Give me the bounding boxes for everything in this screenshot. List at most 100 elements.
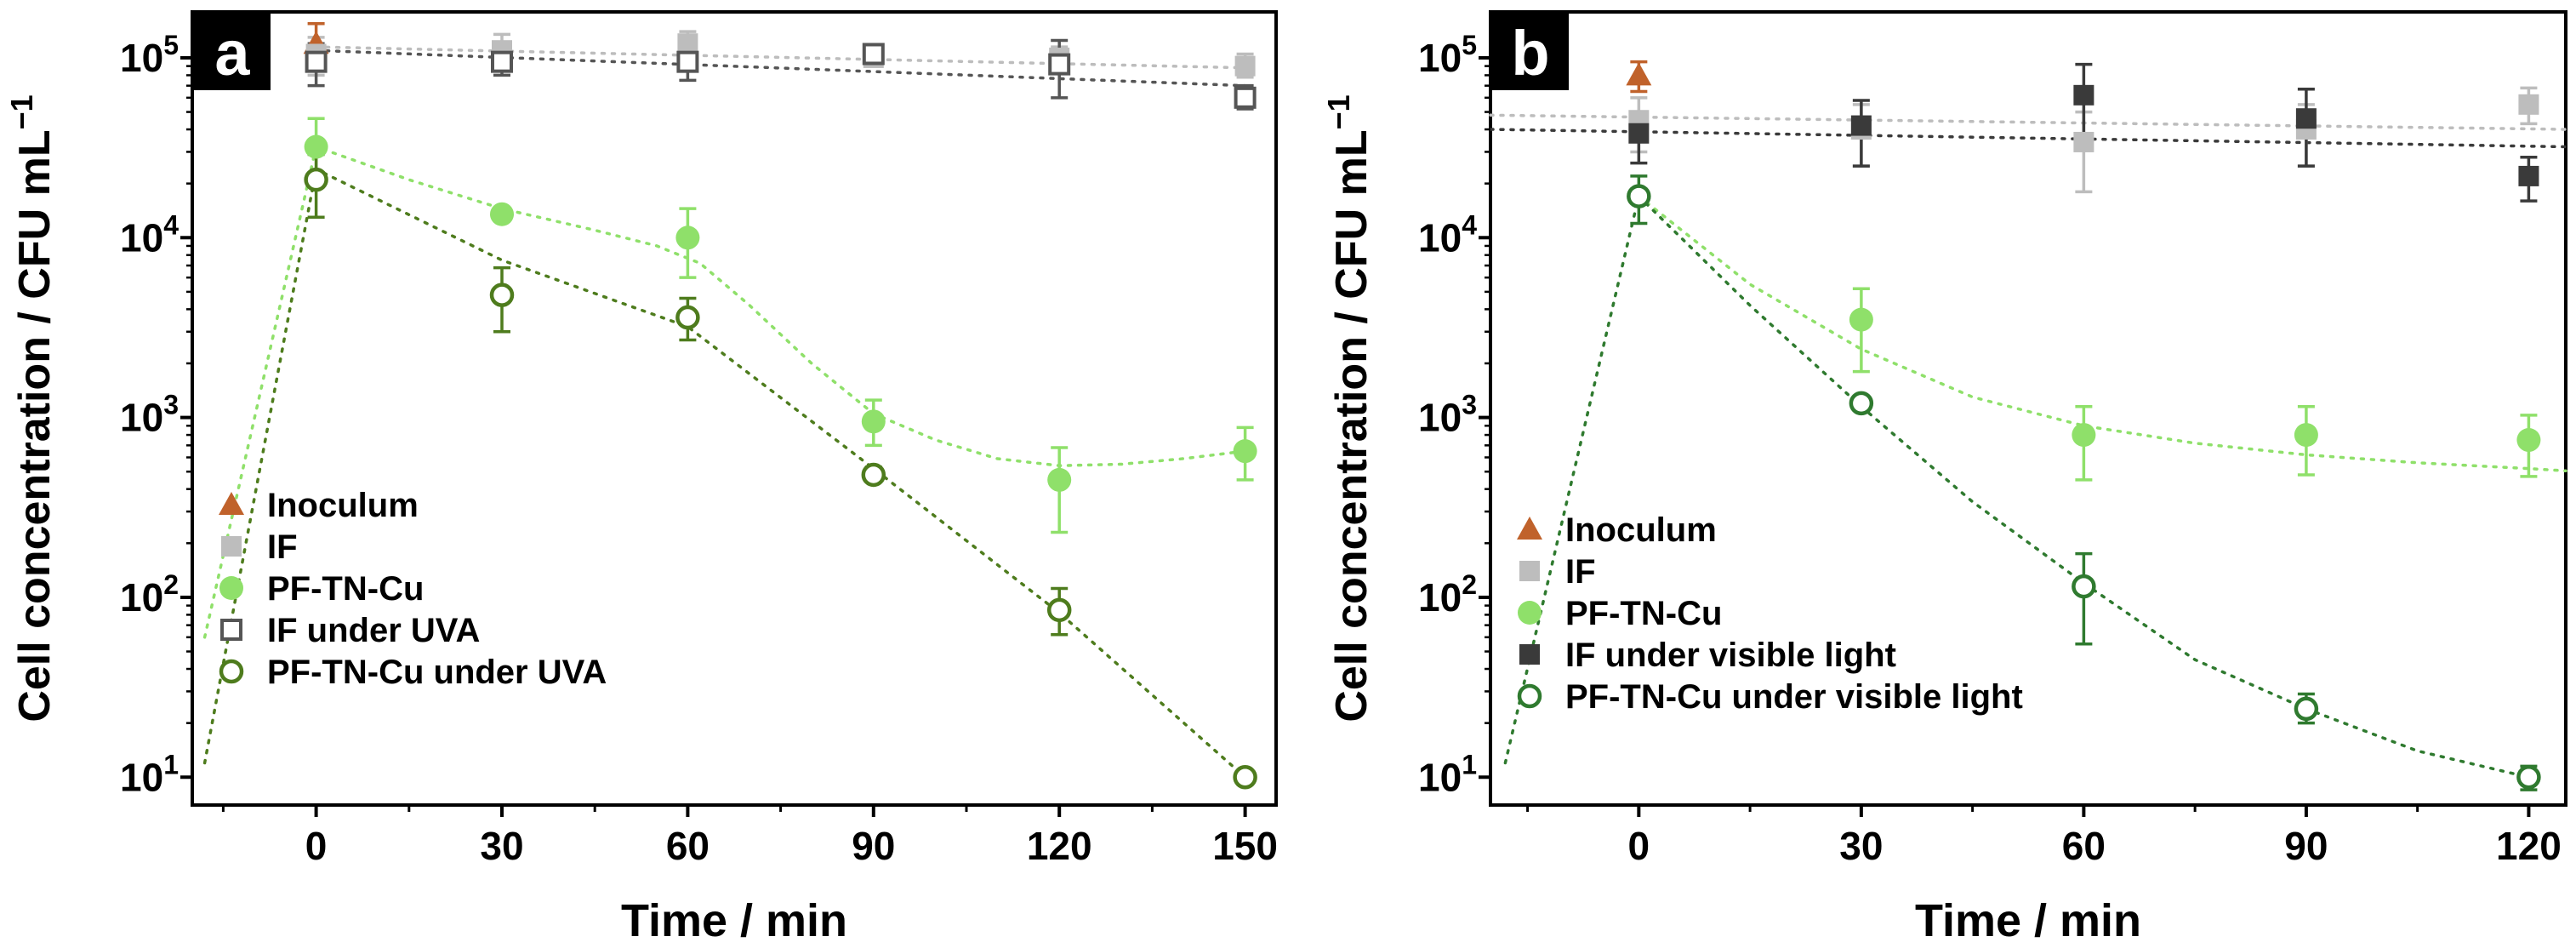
panel-a-point-pf-tn-cu-under-uva	[1046, 597, 1072, 623]
panel-a-x-tick-label: 0	[305, 824, 328, 868]
panel-a-point-pf-tn-cu-under-uva	[861, 462, 886, 488]
panel-b-y-tick-label: 104	[1418, 209, 1477, 260]
panel-b-y-tick-label: 103	[1418, 390, 1477, 440]
panel-a-y-axis-title-sup: −1	[4, 94, 39, 129]
panel-a-y-tick-label: 101	[120, 749, 179, 799]
panel-a-fit-if	[314, 45, 1247, 70]
panel-b-y-tick-label: 101	[1418, 749, 1477, 799]
panel-b-fit-pf-tn-cu-under-visible-light	[1503, 193, 2531, 780]
panel-b-legend-label-pf-tn-cu: PF-TN-Cu	[1565, 595, 1722, 632]
panel-a-y-tick-label: 102	[120, 569, 179, 620]
panel-a-point-pf-tn-cu-under-uva	[304, 167, 328, 192]
panel-b-label: b	[1511, 18, 1549, 89]
panel-a-point-pf-tn-cu-under-uva	[489, 283, 515, 307]
panel-b-y-tick-label: 105	[1418, 30, 1477, 80]
panel-b-label-box	[1492, 14, 1569, 90]
panel-a-y-axis-title: Cell concentration / CFU mL−1	[4, 94, 60, 722]
panel-a-plot-frame	[191, 10, 1278, 807]
panel-a-y-tick-label: 105	[120, 30, 179, 80]
panel-a-point-if-under-uva	[1234, 86, 1257, 109]
panel-a-legend-marker-if-under-uva	[220, 619, 242, 641]
panel-a-point-if-under-uva	[491, 50, 513, 73]
panel-a-point-pf-tn-cu	[490, 202, 514, 226]
panel-b-y-axis-title-main: Cell concentration / CFU mL	[1327, 129, 1376, 722]
panel-b-legend-marker-pf-tn-cu	[1518, 601, 1542, 625]
panel-a-point-pf-tn-cu	[675, 226, 700, 250]
panel-b-plot-frame	[1489, 10, 2567, 807]
panel-a-legend-label-pf-tn-cu-under-uva: PF-TN-Cu under UVA	[267, 654, 607, 691]
panel-a-fit-pf-tn-cu	[202, 145, 1247, 639]
panel-a-legend-label-pf-tn-cu: PF-TN-Cu	[267, 570, 424, 608]
panel-b-point-pf-tn-cu	[2072, 423, 2096, 448]
panel-b-x-tick-label: 90	[2284, 824, 2328, 868]
panel-b-y-tick-label: 102	[1418, 569, 1477, 620]
panel-a-label: a	[214, 18, 250, 89]
panel-a-point-if-under-uva	[1048, 53, 1071, 76]
panel-a-label-box	[194, 14, 271, 90]
panel-b-point-pf-tn-cu	[2294, 423, 2318, 448]
panel-b-point-pf-tn-cu	[1849, 307, 1873, 332]
panel-a-x-tick-label: 60	[666, 824, 710, 868]
panel-a-fit-if-under-uva	[314, 49, 1247, 88]
panel-a-point-pf-tn-cu	[861, 409, 886, 434]
panel-a-legend-label-inoculum: Inoculum	[267, 487, 419, 524]
panel-b-point-if	[2073, 131, 2094, 152]
panel-a-y-tick-label: 104	[120, 209, 179, 260]
panel-a: a 0 30 60 90 120 150 101 102 103 104 105 Inoculum I…	[4, 10, 1278, 946]
panel-b-point-if-under-visible-light	[2295, 108, 2317, 129]
panel-b-legend-label-inoculum: Inoculum	[1565, 511, 1717, 549]
panel-b-x-tick-label: 30	[1839, 824, 1883, 868]
panel-b-point-inoculum	[1626, 62, 1652, 86]
panel-a-x-axis-title: Time / min	[621, 895, 847, 946]
panel-b-legend-label-if: IF	[1565, 553, 1596, 591]
panel-a-legend-marker-pf-tn-cu	[219, 576, 243, 600]
panel-b-point-if-under-visible-light	[2073, 84, 2094, 106]
panel-b-point-pf-tn-cu-under-visible-light	[2072, 574, 2096, 599]
panel-b-y-axis-title: Cell concentration / CFU mL−1	[1321, 94, 1376, 722]
panel-b-point-pf-tn-cu-under-visible-light	[2516, 765, 2541, 790]
panel-b-point-pf-tn-cu-under-visible-light	[1627, 184, 1651, 208]
panel-a-x-tick-label: 120	[1027, 824, 1092, 868]
panel-b-legend-marker-if	[1519, 561, 1540, 581]
panel-a-point-if-under-uva	[676, 50, 699, 73]
panel-b-legend-label-if-under-visible-light: IF under visible light	[1565, 637, 1896, 674]
panel-b-x-axis-title: Time / min	[1915, 895, 2141, 946]
panel-b-point-if-under-visible-light	[1628, 123, 1650, 144]
panel-b: b 0 30 60 90 120 101 102 103 104 105 Inoculum IF PF…	[1321, 10, 2567, 946]
panel-b-legend-marker-pf-tn-cu-under-visible-light	[1517, 683, 1542, 709]
panel-a-legend-label-if-under-uva: IF under UVA	[267, 612, 480, 649]
panel-b-fit-if-under-visible-light	[1489, 128, 2567, 149]
panel-a-x-tick-label: 30	[480, 824, 523, 868]
panel-a-point-pf-tn-cu	[304, 134, 328, 159]
panel-b-point-pf-tn-cu	[2516, 428, 2541, 453]
panel-a-point-if-under-uva	[305, 50, 328, 73]
panel-a-point-pf-tn-cu-under-uva	[675, 305, 700, 330]
panel-a-legend-marker-if	[221, 536, 242, 557]
panel-a-legend-label-if: IF	[267, 528, 298, 566]
panel-b-x-tick-label: 0	[1628, 824, 1650, 868]
panel-b-y-axis-title-sup: −1	[1321, 94, 1356, 129]
panel-a-point-pf-tn-cu-under-uva	[1233, 765, 1257, 790]
panel-b-point-pf-tn-cu-under-visible-light	[2294, 696, 2319, 722]
panel-b-legend-label-pf-tn-cu-under-visible-light: PF-TN-Cu under visible light	[1565, 678, 2023, 716]
panel-a-legend-marker-inoculum	[219, 492, 244, 515]
panel-a-legend-marker-pf-tn-cu-under-uva	[219, 659, 244, 684]
panel-a-point-if	[677, 33, 698, 54]
panel-a-point-if	[1234, 55, 1256, 77]
panel-b-x-tick-label: 60	[2062, 824, 2106, 868]
panel-b-legend-marker-inoculum	[1517, 517, 1542, 540]
panel-b-x-tick-label: 120	[2496, 824, 2562, 868]
panel-a-y-axis-title-main: Cell concentration / CFU mL	[10, 129, 60, 722]
panel-b-point-if-under-visible-light	[2518, 165, 2539, 186]
panel-b-fit-if	[1489, 113, 2567, 131]
panel-a-point-pf-tn-cu	[1233, 439, 1257, 464]
panel-b-legend-marker-if-under-visible-light	[1519, 644, 1540, 665]
panel-a-point-if-under-uva	[862, 43, 885, 66]
panel-a-x-tick-label: 150	[1212, 824, 1278, 868]
panel-b-point-if	[2518, 94, 2539, 115]
panel-a-x-tick-label: 90	[852, 824, 895, 868]
panel-b-point-pf-tn-cu-under-visible-light	[1849, 391, 1874, 416]
panel-b-fit-pf-tn-cu	[1637, 194, 2567, 473]
panel-a-point-pf-tn-cu	[1047, 467, 1072, 492]
